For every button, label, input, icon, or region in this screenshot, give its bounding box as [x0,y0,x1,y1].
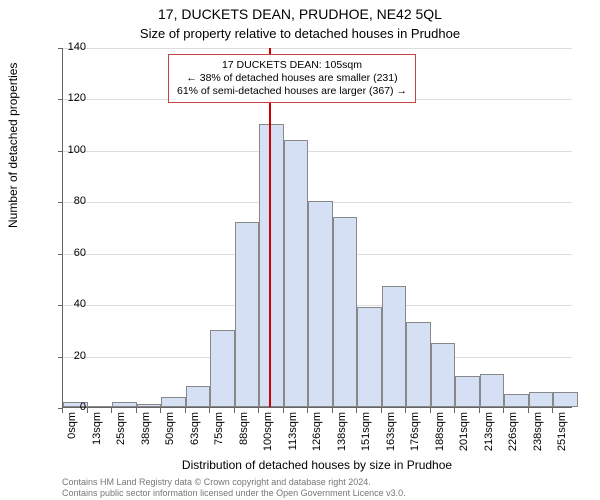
title-address: 17, DUCKETS DEAN, PRUDHOE, NE42 5QL [0,6,600,22]
x-tick-label: 13sqm [91,412,103,472]
x-tick-mark [283,408,284,413]
x-tick-label: 25sqm [115,412,127,472]
x-tick-mark [356,408,357,413]
histogram-bar [455,376,480,407]
histogram-bar [210,330,235,407]
x-tick-mark [430,408,431,413]
y-tick-label: 40 [46,298,86,310]
gridline [63,48,572,49]
y-tick-label: 20 [46,350,86,362]
annotation-box: 17 DUCKETS DEAN: 105sqm← 38% of detached… [168,54,416,103]
x-tick-mark [552,408,553,413]
x-tick-mark [528,408,529,413]
x-tick-label: 163sqm [385,412,397,472]
histogram-bar [504,394,529,407]
histogram-bar [357,307,382,407]
x-tick-label: 151sqm [360,412,372,472]
x-tick-label: 38sqm [140,412,152,472]
x-tick-mark [62,408,63,413]
histogram-bar [529,392,554,407]
x-tick-label: 88sqm [238,412,250,472]
y-tick-label: 140 [46,41,86,53]
y-axis-label: Number of detached properties [6,63,20,228]
x-tick-mark [234,408,235,413]
x-tick-mark [111,408,112,413]
y-tick-label: 100 [46,144,86,156]
annotation-line: 61% of semi-detached houses are larger (… [177,85,407,98]
histogram-bar [382,286,407,407]
annotation-line: ← 38% of detached houses are smaller (23… [177,72,407,85]
x-tick-label: 75sqm [213,412,225,472]
histogram-bar [186,386,211,407]
histogram-bar [308,201,333,407]
x-tick-mark [332,408,333,413]
histogram-bar [235,222,260,407]
footnote-line1: Contains HM Land Registry data © Crown c… [62,477,592,487]
y-tick-label: 60 [46,247,86,259]
x-tick-mark [258,408,259,413]
x-tick-mark [87,408,88,413]
footnote-line2: Contains public sector information licen… [62,488,592,498]
histogram-bar [112,402,137,407]
x-tick-mark [160,408,161,413]
x-tick-mark [307,408,308,413]
x-tick-label: 50sqm [164,412,176,472]
x-tick-mark [136,408,137,413]
footnote: Contains HM Land Registry data © Crown c… [62,477,592,498]
annotation-line: 17 DUCKETS DEAN: 105sqm [177,59,407,72]
x-tick-label: 251sqm [556,412,568,472]
x-tick-mark [209,408,210,413]
x-tick-label: 126sqm [311,412,323,472]
histogram-bar [88,406,113,407]
chart-container: 17, DUCKETS DEAN, PRUDHOE, NE42 5QL Size… [0,0,600,500]
histogram-bar [406,322,431,407]
x-tick-mark [454,408,455,413]
title-subtitle: Size of property relative to detached ho… [0,26,600,41]
gridline [63,151,572,152]
x-tick-mark [503,408,504,413]
x-tick-label: 238sqm [532,412,544,472]
x-tick-mark [405,408,406,413]
x-tick-mark [185,408,186,413]
y-tick-label: 80 [46,195,86,207]
y-tick-label: 120 [46,92,86,104]
histogram-bar [161,397,186,407]
x-tick-label: 138sqm [336,412,348,472]
histogram-bar [431,343,456,407]
x-tick-label: 100sqm [262,412,274,472]
x-tick-mark [381,408,382,413]
x-tick-label: 226sqm [507,412,519,472]
histogram-bar [137,404,162,407]
histogram-bar [553,392,578,407]
histogram-bar [284,140,309,407]
histogram-bar [333,217,358,407]
x-tick-label: 188sqm [434,412,446,472]
x-tick-mark [479,408,480,413]
x-tick-label: 201sqm [458,412,470,472]
plot-area: 17 DUCKETS DEAN: 105sqm← 38% of detached… [62,48,572,408]
histogram-bar [480,374,505,407]
x-tick-label: 176sqm [409,412,421,472]
x-tick-label: 0sqm [66,412,78,472]
x-tick-label: 63sqm [189,412,201,472]
x-tick-label: 113sqm [287,412,299,472]
x-tick-label: 213sqm [483,412,495,472]
histogram-bar [259,124,284,407]
